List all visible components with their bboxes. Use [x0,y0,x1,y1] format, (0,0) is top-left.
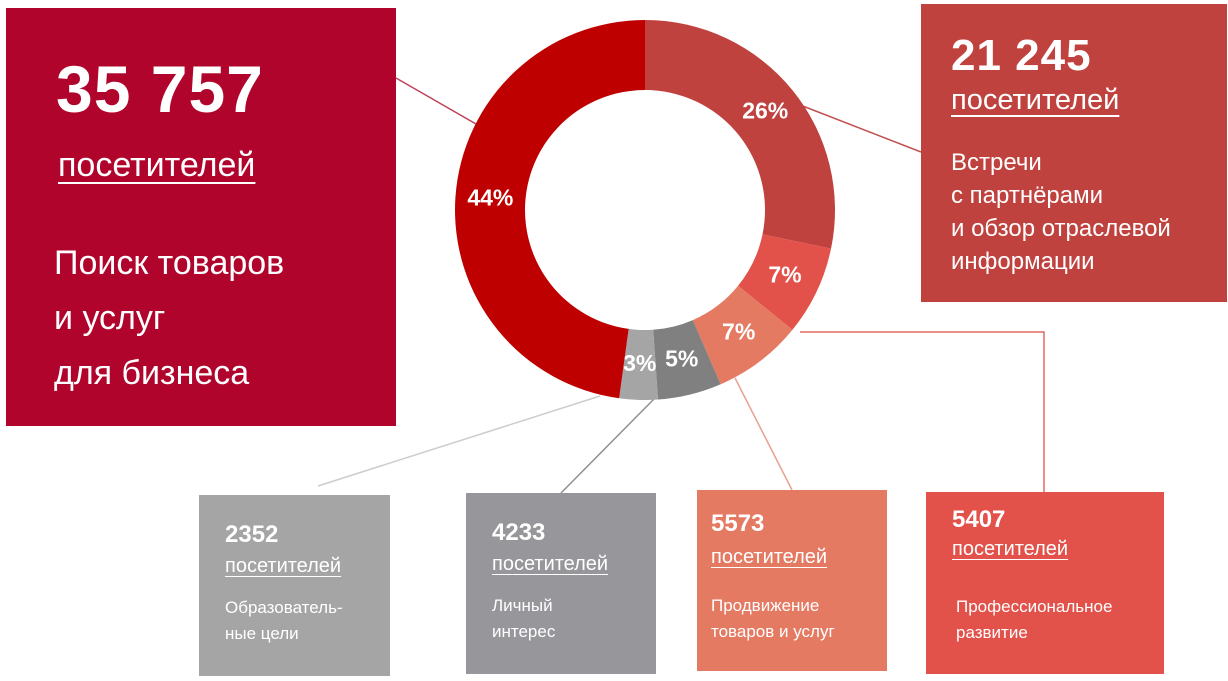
slice-professional [738,234,832,330]
education-count: 2352 [225,521,279,548]
slice-meetings [645,20,836,249]
connector-education [317,395,601,487]
callout-personal: 4233 посетителей Личный интерес [466,493,656,674]
education-desc-line: Образователь- [225,598,343,617]
education-desc-line: ные цели [225,624,299,643]
connector-personal [560,397,656,494]
callout-meetings: 21 245 посетителей Встречи с партнёрами … [921,4,1227,302]
search-count: 35 757 [56,52,264,126]
promotion-desc-line: Продвижение [711,596,820,615]
professional-count: 5407 [952,506,1006,533]
slice-search [454,20,645,399]
personal-desc-line: Личный [492,596,553,615]
personal-count: 4233 [492,519,546,546]
label-promotion: 7% [722,319,755,345]
label-professional: 7% [768,262,801,288]
personal-description: Личный интерес [492,593,555,645]
education-description: Образователь- ные цели [225,595,343,647]
meetings-desc-line: с партнёрами [951,182,1104,209]
slice-education [619,328,658,400]
label-personal: 5% [665,346,698,372]
professional-unit: посетителей [952,538,1069,560]
professional-desc-line: Профессиональное [956,597,1113,616]
professional-description: Профессиональное развитие [956,594,1112,646]
search-desc-line: для бизнеса [54,354,250,392]
slice-promotion [692,285,793,385]
label-meetings: 26% [742,97,788,123]
promotion-desc-line: товаров и услуг [711,622,835,641]
connector-search [395,77,477,125]
slice-personal [653,320,721,400]
connector-promotion [734,377,793,491]
search-unit: посетителей [58,146,256,184]
meetings-desc-line: и обзор отраслевой [951,215,1171,242]
search-desc-line: Поиск товаров [54,244,285,282]
meetings-description: Встречи с партнёрами и обзор отраслевой … [951,146,1171,278]
meetings-desc-line: информации [951,248,1095,275]
callout-professional: 5407 посетителей Профессиональное развит… [926,492,1164,674]
callout-education: 2352 посетителей Образователь- ные цели [199,495,390,676]
education-unit: посетителей [225,555,342,577]
search-description: Поиск товаров и услуг для бизнеса [54,236,284,401]
meetings-unit: посетителей [951,84,1120,116]
connector-meetings [794,102,922,153]
meetings-count: 21 245 [951,31,1092,80]
connector-lines [317,77,1045,494]
label-search: 44% [467,185,513,211]
professional-desc-line: развитие [956,623,1028,642]
personal-unit: посетителей [492,553,609,575]
promotion-description: Продвижение товаров и услуг [711,593,835,645]
personal-desc-line: интерес [492,622,556,641]
donut-slices: 26% 7% 7% 5% 3% 44% [454,20,836,400]
search-desc-line: и услуг [54,299,166,337]
connector-professional [800,331,1045,492]
promotion-unit: посетителей [711,546,828,568]
callout-promotion: 5573 посетителей Продвижение товаров и у… [697,490,887,671]
meetings-desc-line: Встречи [951,149,1042,176]
promotion-count: 5573 [711,510,765,537]
callout-search: 35 757 посетителей Поиск товаров и услуг… [6,8,396,426]
label-education: 3% [623,350,656,376]
